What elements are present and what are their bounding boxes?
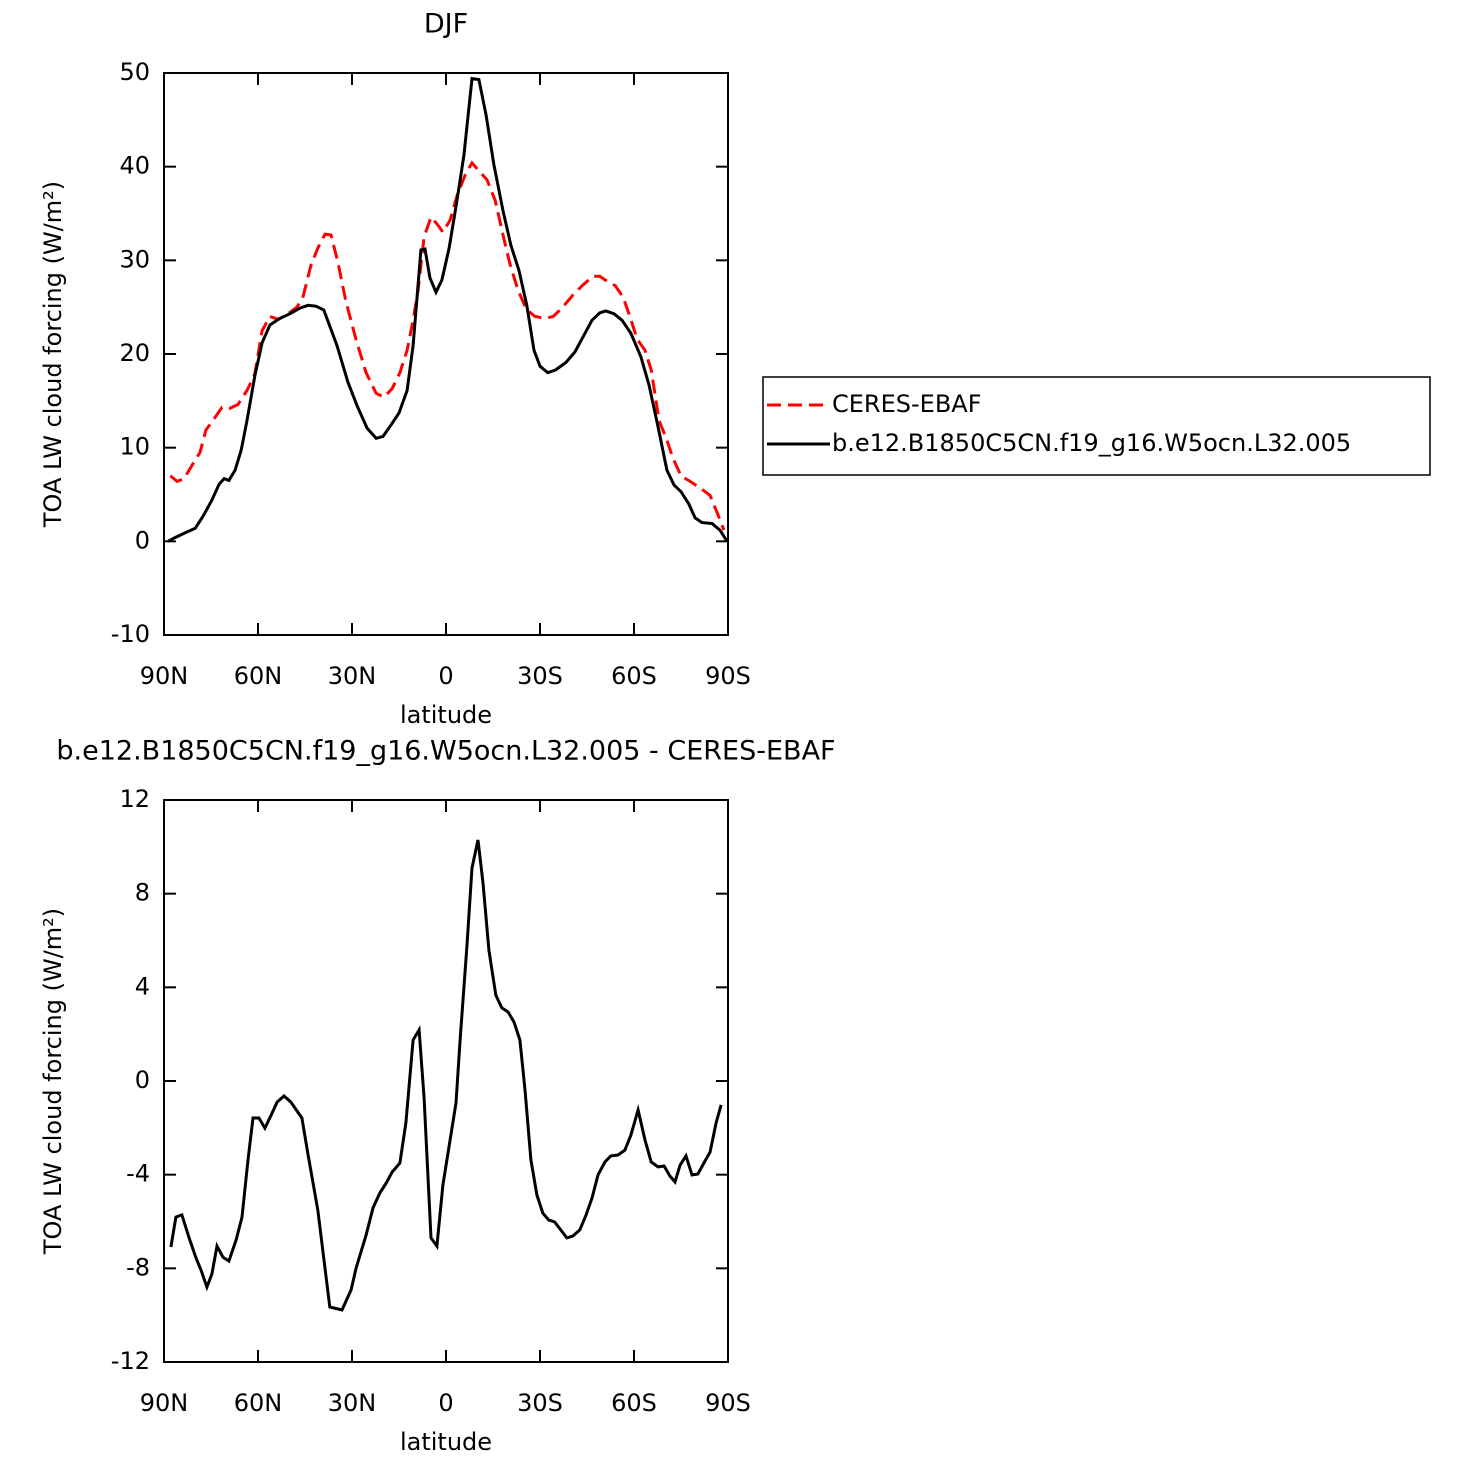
- y-tick-label: -8: [126, 1253, 150, 1281]
- y-tick-label: 40: [119, 152, 150, 180]
- legend-label: b.e12.B1850C5CN.f19_g16.W5ocn.L32.005: [832, 429, 1351, 457]
- x-tick-label: 0: [438, 662, 453, 690]
- legend-box: [762, 376, 1431, 476]
- y-tick-label: 30: [119, 245, 150, 273]
- y-axis-label: TOA LW cloud forcing (W/m²): [39, 181, 67, 528]
- data-line: [167, 76, 729, 543]
- y-tick-label: -4: [126, 1160, 150, 1188]
- x-tick-label: 90S: [705, 662, 751, 690]
- y-tick-label: 0: [135, 1066, 150, 1094]
- data-line: [169, 160, 726, 531]
- y-tick-label: -10: [111, 620, 150, 648]
- x-tick-label: 30S: [517, 1389, 563, 1417]
- x-tick-label: 0: [438, 1389, 453, 1417]
- data-line: [169, 839, 723, 1312]
- x-tick-label: 30N: [328, 1389, 377, 1417]
- x-axis-label: latitude: [400, 701, 492, 729]
- x-tick-label: 90N: [140, 1389, 189, 1417]
- plot-frame: [163, 72, 729, 636]
- y-tick-label: 0: [135, 526, 150, 554]
- x-tick-label: 60N: [234, 662, 283, 690]
- chart-title: DJF: [424, 9, 468, 40]
- legend-label: CERES-EBAF: [832, 390, 982, 418]
- x-tick-label: 90N: [140, 662, 189, 690]
- x-tick-label: 60N: [234, 1389, 283, 1417]
- x-tick-label: 60S: [611, 662, 657, 690]
- x-axis-label: latitude: [400, 1428, 492, 1456]
- y-tick-label: -12: [111, 1347, 150, 1375]
- x-tick-label: 60S: [611, 1389, 657, 1417]
- y-tick-label: 10: [119, 433, 150, 461]
- y-tick-label: 12: [119, 785, 150, 813]
- y-tick-label: 20: [119, 339, 150, 367]
- chart-title: b.e12.B1850C5CN.f19_g16.W5ocn.L32.005 - …: [56, 736, 835, 767]
- y-tick-label: 50: [119, 58, 150, 86]
- y-axis-label: TOA LW cloud forcing (W/m²): [39, 908, 67, 1255]
- x-tick-label: 30S: [517, 662, 563, 690]
- x-tick-label: 30N: [328, 662, 377, 690]
- y-tick-label: 4: [135, 972, 150, 1000]
- plot-frame: [163, 799, 729, 1363]
- y-tick-label: 8: [135, 879, 150, 907]
- x-tick-label: 90S: [705, 1389, 751, 1417]
